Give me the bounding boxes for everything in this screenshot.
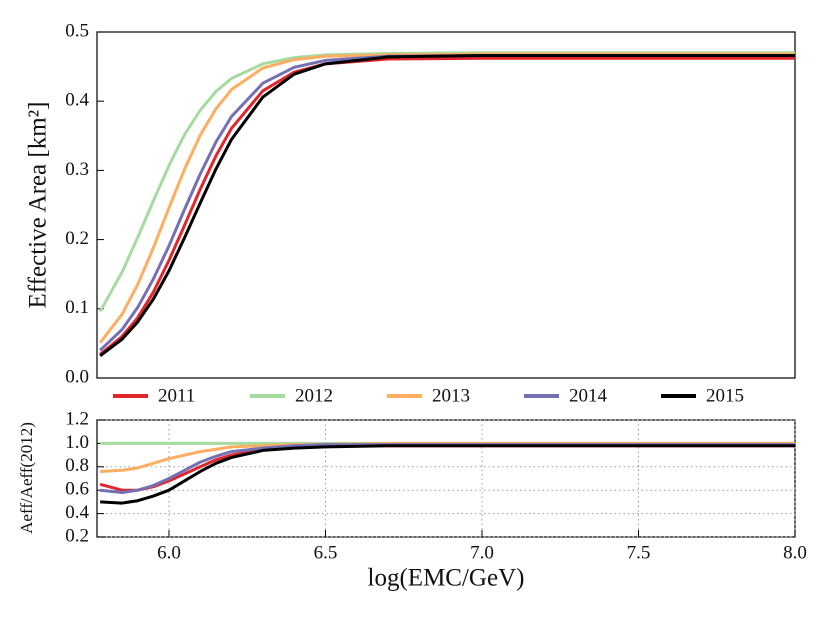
y-tick-label: 0.4 (65, 90, 89, 111)
y-tick-label: 0.3 (65, 159, 89, 180)
y-tick-label: 0.1 (65, 297, 89, 318)
data-line (99, 54, 795, 358)
x-axis-label: log(EMC/GeV) (368, 565, 525, 592)
y-tick-label: 1.0 (65, 432, 89, 453)
legend-label: 2014 (569, 385, 608, 406)
legend-label: 2011 (158, 385, 195, 406)
top-y-axis-label: Effective Area [km²] (25, 102, 52, 309)
data-line (100, 444, 795, 505)
x-tick-label: 6.0 (157, 542, 181, 563)
y-tick-label: 0.0 (65, 366, 89, 387)
data-line (100, 441, 795, 473)
bottom-y-axis-label: Aeff/Aeff(2012) (17, 422, 36, 534)
y-tick-label: 1.2 (65, 408, 89, 429)
data-line (98, 52, 795, 344)
y-tick-label: 0.4 (65, 502, 89, 523)
legend-label: 2013 (432, 385, 470, 406)
bottom-plot-frame (96, 419, 796, 538)
y-tick-label: 0.6 (65, 479, 89, 500)
data-line (99, 56, 795, 356)
data-line (99, 54, 795, 352)
x-tick-label: 7.0 (470, 542, 494, 563)
x-tick-label: 6.5 (314, 542, 338, 563)
legend-label: 2012 (295, 385, 333, 406)
legend-label: 2015 (706, 385, 744, 406)
y-tick-label: 0.8 (65, 455, 89, 476)
y-tick-label: 0.2 (65, 228, 89, 249)
y-tick-label: 0.5 (65, 20, 89, 41)
y-tick-label: 0.2 (65, 525, 89, 546)
x-tick-label: 7.5 (627, 542, 651, 563)
top-plot-frame (96, 31, 796, 379)
x-tick-label: 8.0 (783, 542, 807, 563)
